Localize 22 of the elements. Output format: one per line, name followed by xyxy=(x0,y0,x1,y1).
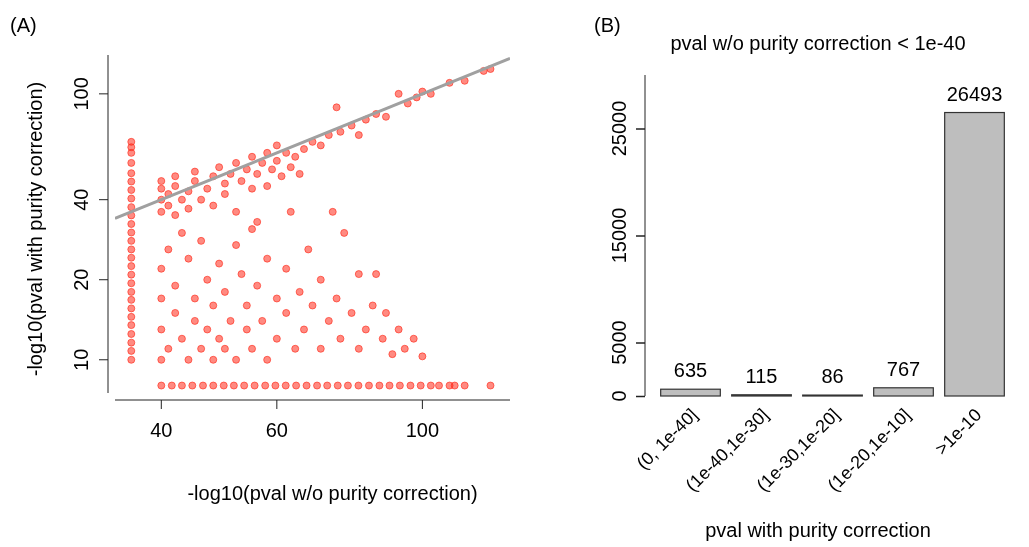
chart-title: pval w/o purity correction < 1e-40 xyxy=(670,32,966,54)
x-axis-title: pval with purity correction xyxy=(705,519,931,541)
y-tick-label: 0 xyxy=(608,390,630,402)
x-tick-label: 100 xyxy=(405,419,440,441)
x-tick-label: 40 xyxy=(150,419,173,441)
y-tick-label: 100 xyxy=(70,77,92,111)
y-tick-label: 10 xyxy=(70,348,92,371)
x-axis-title: -log10(pval w/o purity correction) xyxy=(187,482,478,504)
data-label: 115 xyxy=(745,364,778,387)
y-tick-label: 5000 xyxy=(608,320,630,365)
y-tick-label: 25000 xyxy=(608,100,630,157)
data-label: 26493 xyxy=(946,82,1003,105)
data-label: 767 xyxy=(886,357,921,380)
y-tick-label: 20 xyxy=(70,268,92,291)
text: (A) xyxy=(10,14,37,36)
y-axis-title: -log10(pval with purity correction) xyxy=(24,81,46,377)
x-tick-label: 60 xyxy=(265,419,288,441)
data-label: 86 xyxy=(821,365,844,388)
text: (B) xyxy=(594,14,621,36)
y-tick-label: 15000 xyxy=(608,207,630,264)
y-tick-label: 40 xyxy=(70,188,92,211)
data-label: 635 xyxy=(673,359,708,382)
